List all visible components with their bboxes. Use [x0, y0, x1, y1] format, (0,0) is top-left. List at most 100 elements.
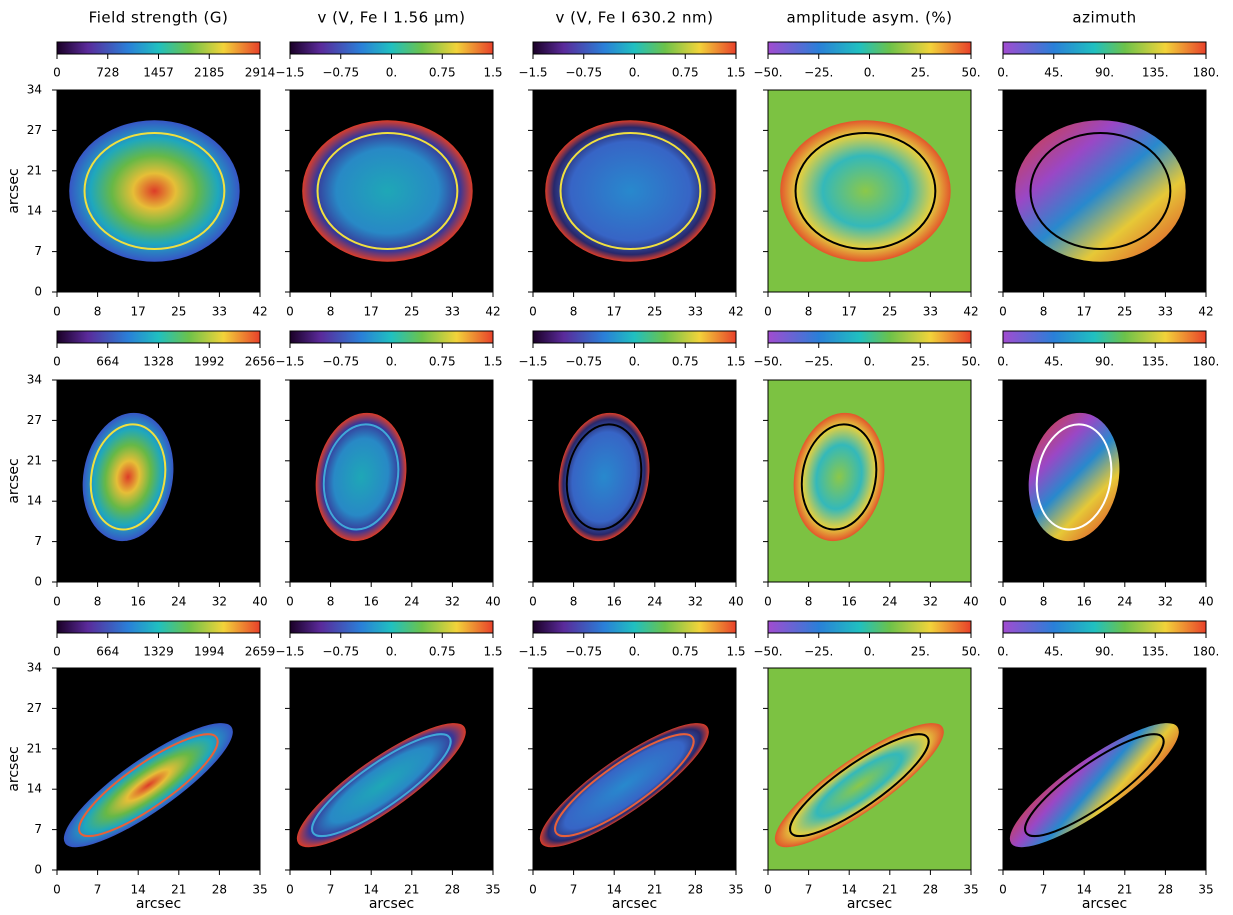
colorbar-tick-label: −1.5	[518, 645, 547, 659]
colorbar-tick-label: 1.5	[483, 645, 502, 659]
column-title: v (V, Fe I 1.56 μm)	[318, 9, 466, 27]
x-tick-label: 42	[1198, 305, 1213, 319]
x-tick-label: 21	[171, 883, 186, 897]
colorbar-tick-label: 90.	[1095, 66, 1114, 80]
colorbar	[1002, 41, 1207, 55]
x-tick-label: 42	[963, 305, 978, 319]
colorbar-tick-label: −50.	[753, 355, 782, 369]
x-tick-label: 33	[445, 305, 460, 319]
colorbar-tick-label: 0.	[864, 66, 875, 80]
x-tick-label: 17	[364, 305, 379, 319]
map-frame	[56, 89, 261, 293]
colorbar-tick-label: 90.	[1095, 645, 1114, 659]
colorbar-tick-label: 0.	[864, 355, 875, 369]
x-tick-label: 24	[647, 595, 662, 609]
x-tick-label: 0	[53, 595, 61, 609]
x-tick-label: 7	[1040, 883, 1048, 897]
contour	[89, 423, 167, 531]
colorbar-tick-label: −0.75	[322, 355, 359, 369]
colorbar	[56, 620, 261, 634]
colorbar-tick-label: 2185	[194, 66, 225, 80]
contour	[789, 733, 930, 838]
column-title: v (V, Fe I 630.2 nm)	[556, 9, 714, 27]
colorbar-tick-label: −1.5	[518, 66, 547, 80]
contour	[78, 733, 219, 838]
x-tick-label: 21	[404, 883, 419, 897]
contour	[1029, 132, 1172, 250]
colorbar	[532, 620, 737, 634]
colorbar-tick-label: −25.	[804, 645, 833, 659]
y-axis-label: arcsec	[6, 168, 22, 213]
x-tick-label: 7	[570, 883, 578, 897]
colorbar-tick-label: 1992	[194, 355, 225, 369]
x-tick-label: 28	[688, 883, 703, 897]
colorbar-tick-label: 0.75	[429, 355, 456, 369]
colorbar-tick-label: −0.75	[565, 66, 602, 80]
column-title: amplitude asym. (%)	[786, 9, 952, 27]
y-tick-label: 7	[34, 244, 42, 258]
x-tick-label: 8	[1040, 305, 1048, 319]
map-frame	[289, 667, 494, 871]
x-tick-label: 35	[252, 883, 267, 897]
x-tick-label: 8	[327, 305, 335, 319]
y-tick-label: 27	[27, 413, 42, 427]
x-tick-label: 0	[764, 595, 772, 609]
colorbar-tick-label: 135.	[1142, 66, 1169, 80]
colorbar-tick-label: 0.75	[672, 645, 699, 659]
x-tick-label: 33	[1158, 305, 1173, 319]
map-region	[545, 120, 716, 262]
colorbar-tick-label: −0.75	[322, 645, 359, 659]
colorbar-tick-label: 2914	[245, 66, 276, 80]
x-tick-label: 24	[171, 595, 186, 609]
map-region	[1009, 723, 1179, 848]
colorbar	[289, 620, 494, 634]
colorbar-tick-label: 45.	[1044, 66, 1063, 80]
x-tick-label: 17	[131, 305, 146, 319]
x-tick-label: 33	[688, 305, 703, 319]
colorbar-tick-label: −25.	[804, 66, 833, 80]
x-tick-label: 8	[94, 595, 102, 609]
map-frame	[1002, 667, 1207, 871]
x-tick-label: 32	[212, 595, 227, 609]
colorbar-tick-label: 1.5	[726, 355, 745, 369]
contour	[800, 423, 878, 531]
map-frame	[56, 667, 261, 871]
colorbar-tick-label: 0.75	[429, 66, 456, 80]
contour	[322, 423, 400, 531]
x-tick-label: 25	[171, 305, 186, 319]
map-frame	[56, 379, 261, 583]
x-tick-label: 21	[1117, 883, 1132, 897]
colorbar-tick-label: −1.5	[275, 66, 304, 80]
colorbar-tick-label: −0.75	[565, 645, 602, 659]
colorbar-tick-label: −1.5	[275, 355, 304, 369]
colorbar	[767, 620, 972, 634]
y-tick-label: 27	[27, 123, 42, 137]
colorbar-tick-label: 0.75	[672, 66, 699, 80]
colorbar-tick-label: 1457	[143, 66, 174, 80]
x-tick-label: 16	[607, 595, 622, 609]
x-tick-label: 0	[529, 883, 537, 897]
colorbar-tick-label: 0.	[997, 355, 1008, 369]
x-tick-label: 42	[485, 305, 500, 319]
map-region	[774, 723, 944, 848]
colorbar-tick-label: 45.	[1044, 355, 1063, 369]
y-tick-label: 27	[27, 701, 42, 715]
x-tick-label: 16	[842, 595, 857, 609]
contour	[794, 132, 937, 250]
colorbar	[289, 330, 494, 344]
x-tick-label: 28	[445, 883, 460, 897]
y-tick-label: 14	[27, 494, 42, 508]
colorbar-tick-label: 0.	[629, 355, 640, 369]
colorbar-tick-label: 180.	[1193, 355, 1220, 369]
colorbar	[1002, 620, 1207, 634]
x-tick-label: 16	[131, 595, 146, 609]
map-region	[558, 412, 650, 542]
colorbar-tick-label: −0.75	[322, 66, 359, 80]
x-tick-label: 25	[647, 305, 662, 319]
colorbar-tick-label: 1328	[143, 355, 174, 369]
colorbar-tick-label: 135.	[1142, 355, 1169, 369]
x-tick-label: 8	[805, 305, 813, 319]
y-axis-label: arcsec	[6, 746, 22, 791]
colorbar-tick-label: 0.75	[429, 645, 456, 659]
